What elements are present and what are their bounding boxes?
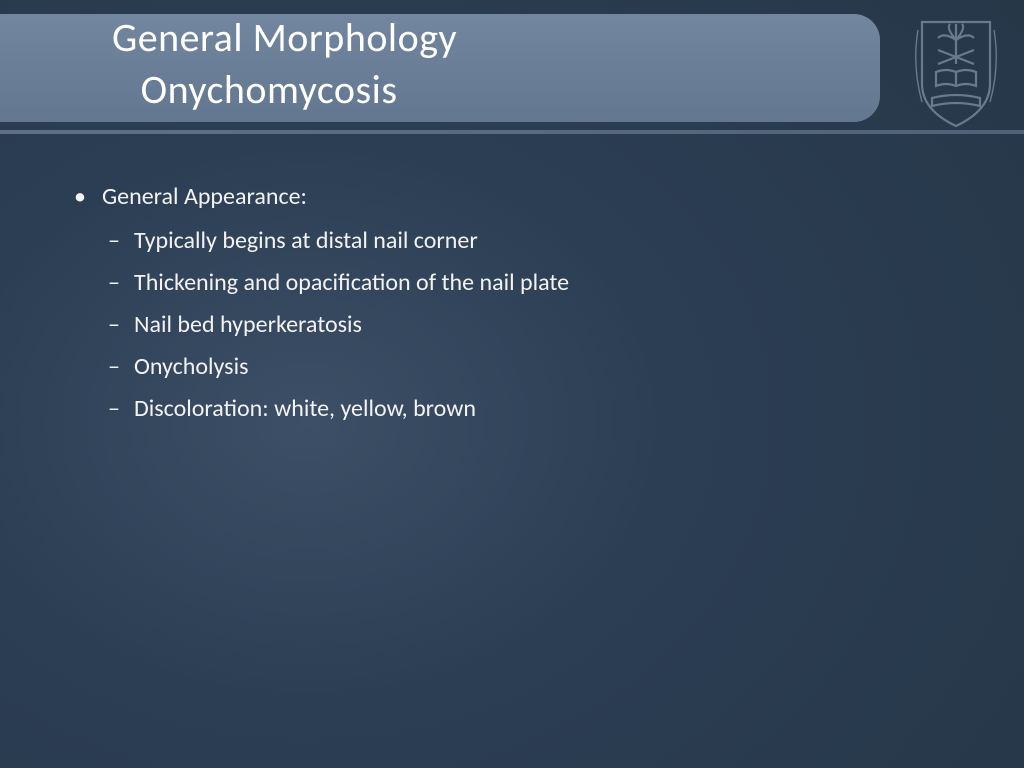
slide: General Morphology Onychomycosis General…: [0, 0, 1024, 768]
bullet-level2: Typically begins at distal nail corner: [102, 220, 964, 262]
bullet-level2: Thickening and opacification of the nail…: [102, 262, 964, 304]
bullet-heading: General Appearance:: [102, 182, 307, 211]
slide-body: General Appearance: Typically begins at …: [72, 176, 964, 430]
bullet-level1: General Appearance: Typically begins at …: [72, 176, 964, 430]
title-line-2: Onychomycosis: [141, 65, 398, 114]
university-crest-icon: [902, 6, 1010, 134]
title-line-1: General Morphology: [112, 13, 457, 62]
slide-title: General Morphology Onychomycosis: [112, 12, 457, 116]
bullet-level2: Onycholysis: [102, 346, 964, 388]
bullet-level2: Nail bed hyperkeratosis: [102, 304, 964, 346]
bullet-level2: Discoloration: white, yellow, brown: [102, 388, 964, 430]
header-divider: [0, 130, 1024, 134]
